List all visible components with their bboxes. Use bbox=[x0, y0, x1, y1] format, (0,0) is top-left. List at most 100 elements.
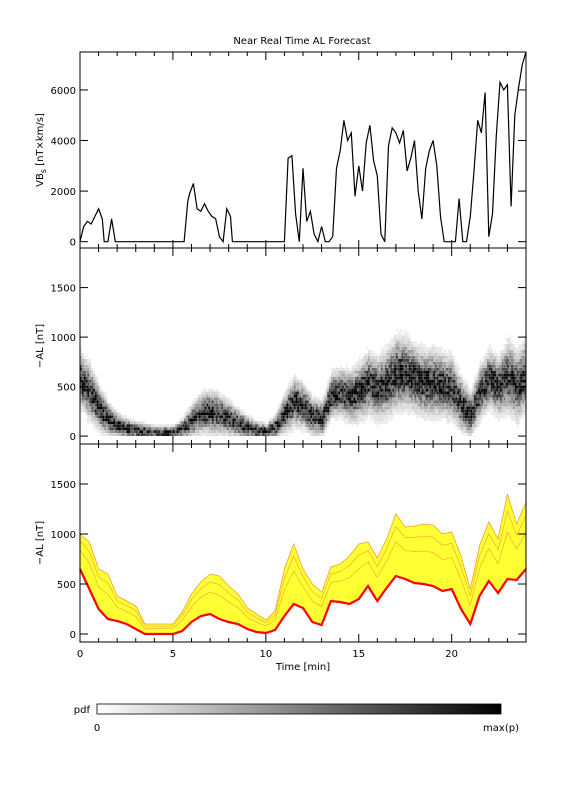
pdf-cell bbox=[115, 421, 118, 425]
pdf-cell bbox=[518, 382, 521, 386]
pdf-cell bbox=[418, 347, 421, 350]
pdf-cell bbox=[509, 394, 512, 398]
pdf-cell bbox=[224, 406, 227, 410]
pdf-cell bbox=[384, 403, 387, 407]
pdf-cell bbox=[455, 388, 458, 392]
pdf-cell bbox=[198, 397, 201, 401]
pdf-cell bbox=[366, 373, 369, 377]
pdf-cell bbox=[518, 376, 521, 380]
pdf-cell bbox=[288, 403, 290, 407]
pdf-cell bbox=[317, 412, 320, 416]
pdf-cell bbox=[356, 394, 359, 398]
pdf-cell bbox=[433, 347, 435, 350]
pdf-cell bbox=[474, 394, 476, 398]
pdf-cell bbox=[223, 412, 225, 416]
pdf-cell bbox=[496, 394, 499, 398]
pdf-cell bbox=[345, 394, 348, 398]
pdf-cell bbox=[360, 394, 363, 398]
pdf-cell bbox=[375, 388, 378, 392]
pdf-cell bbox=[338, 376, 341, 380]
pdf-cell bbox=[306, 424, 309, 428]
pdf-cell bbox=[464, 391, 467, 395]
pdf-cell bbox=[219, 430, 222, 433]
pdf-cell bbox=[345, 412, 348, 416]
pdf-cell bbox=[514, 397, 517, 401]
pdf-cell bbox=[198, 412, 201, 416]
pdf-cell bbox=[145, 424, 147, 428]
pdf-cell bbox=[301, 382, 303, 386]
pdf-cell bbox=[230, 406, 233, 410]
pdf-cell bbox=[421, 400, 424, 404]
pdf-cell bbox=[507, 352, 510, 356]
pdf-cell bbox=[373, 400, 376, 404]
pdf-cell bbox=[109, 427, 112, 431]
pdf-cell bbox=[438, 388, 441, 392]
pdf-cell bbox=[403, 335, 406, 338]
pdf-cell bbox=[403, 388, 406, 392]
pdf-cell bbox=[89, 421, 92, 425]
pdf-cell bbox=[384, 406, 387, 410]
pdf-cell bbox=[295, 385, 298, 389]
pdf-cell bbox=[262, 433, 264, 436]
pdf-cell bbox=[394, 388, 396, 392]
pdf-cell bbox=[284, 391, 287, 395]
pdf-cell bbox=[436, 391, 439, 395]
pdf-cell bbox=[394, 373, 396, 377]
pdf-cell bbox=[501, 397, 504, 401]
pdf-cell bbox=[193, 409, 196, 413]
pdf-cell bbox=[343, 397, 346, 401]
pdf-cell bbox=[403, 376, 406, 380]
pdf-cell bbox=[483, 397, 486, 401]
pdf-cell bbox=[221, 397, 224, 401]
pdf-cell bbox=[384, 367, 387, 371]
pdf-cell bbox=[427, 367, 430, 371]
pdf-cell bbox=[492, 394, 495, 398]
pdf-cell bbox=[185, 433, 188, 436]
pdf-cell bbox=[371, 376, 374, 380]
pdf-cell bbox=[388, 394, 391, 398]
pdf-cell bbox=[366, 376, 369, 380]
pdf-cell bbox=[338, 394, 341, 398]
pdf-cell bbox=[369, 367, 372, 371]
pdf-cell bbox=[509, 352, 512, 356]
pdf-cell bbox=[371, 388, 374, 392]
pdf-cell bbox=[501, 385, 504, 389]
pdf-cell bbox=[154, 433, 157, 436]
pdf-cell bbox=[394, 370, 396, 374]
pdf-cell bbox=[91, 415, 94, 419]
pdf-cell bbox=[405, 367, 408, 371]
pdf-cell bbox=[251, 427, 253, 431]
pdf-cell bbox=[390, 406, 393, 410]
pdf-cell bbox=[81, 409, 84, 413]
pdf-cell bbox=[219, 427, 222, 431]
pdf-cell bbox=[96, 409, 99, 413]
pdf-cell bbox=[412, 403, 415, 407]
pdf-cell bbox=[498, 391, 500, 395]
pdf-cell bbox=[234, 424, 237, 428]
pdf-cell bbox=[314, 430, 316, 433]
pdf-cell bbox=[412, 341, 415, 344]
pdf-cell bbox=[500, 415, 502, 419]
pdf-cell bbox=[394, 394, 396, 398]
pdf-cell bbox=[399, 370, 402, 374]
pdf-cell bbox=[453, 412, 456, 416]
pdf-cell bbox=[340, 397, 343, 401]
pdf-cell bbox=[514, 382, 517, 386]
pdf-cell bbox=[323, 400, 326, 404]
pdf-cell bbox=[379, 364, 382, 368]
pdf-cell bbox=[427, 382, 430, 386]
pdf-cell bbox=[230, 400, 233, 404]
pdf-cell bbox=[135, 421, 138, 425]
pdf-cell bbox=[113, 421, 116, 425]
pdf-cell bbox=[310, 391, 313, 395]
pdf-cell bbox=[490, 394, 493, 398]
pdf-cell bbox=[197, 430, 199, 433]
pdf-cell bbox=[468, 424, 471, 428]
pdf-cell bbox=[414, 388, 417, 392]
pdf-cell bbox=[211, 418, 214, 422]
pdf-cell bbox=[520, 388, 523, 392]
pdf-cell bbox=[384, 370, 387, 374]
pdf-cell bbox=[159, 424, 162, 428]
pdf-cell bbox=[423, 350, 426, 353]
pdf-cell bbox=[500, 352, 502, 356]
